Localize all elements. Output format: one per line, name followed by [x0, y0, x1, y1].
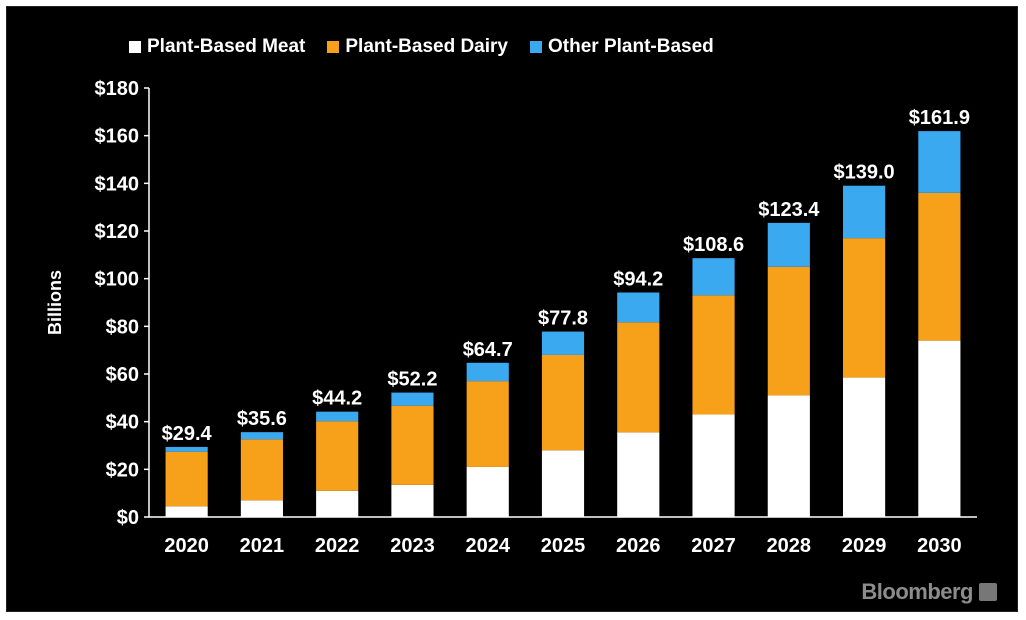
bar-other-plant-based-2029 — [843, 185, 886, 239]
total-label-2024: $64.7 — [463, 339, 513, 361]
bar-plant-based-dairy-2027 — [692, 295, 735, 415]
bar-plant-based-dairy-2025 — [541, 354, 585, 451]
bar-plant-based-meat-2020 — [165, 506, 208, 517]
x-tick-label-2021: 2021 — [240, 535, 285, 557]
y-tick-label: $120 — [95, 221, 140, 243]
bar-other-plant-based-2024 — [466, 362, 509, 382]
y-tick-label: $80 — [106, 316, 139, 338]
x-tick-label-2024: 2024 — [465, 535, 510, 557]
bar-other-plant-based-2026 — [617, 292, 660, 323]
chart-plot: $0 $20 $40 $60 $80 $100 $120 $140 $160 $180 Billio… — [45, 78, 977, 557]
legend-item-plant-based-meat: Plant-Based Meat — [129, 36, 305, 58]
chart-frame: Plant-Based Meat Plant-Based Dairy Other… — [6, 6, 1018, 612]
y-tick-label: $0 — [117, 507, 139, 529]
bar-plant-based-meat-2024 — [466, 466, 509, 517]
total-label-2029: $139.0 — [834, 162, 895, 184]
legend-swatch-other-plant-based — [530, 41, 542, 53]
y-axis-title: Billions — [45, 270, 65, 335]
x-tick-label-2026: 2026 — [616, 535, 661, 557]
y-tick-label: $160 — [95, 126, 140, 148]
bar-other-plant-based-2023 — [391, 392, 434, 406]
bar-plant-based-dairy-2029 — [843, 238, 886, 378]
x-tick-label-2030: 2030 — [917, 535, 962, 557]
y-tick-label: $180 — [95, 78, 140, 100]
y-tick-label: $40 — [106, 412, 139, 434]
x-tick-label-2029: 2029 — [842, 535, 887, 557]
total-label-2026: $94.2 — [613, 268, 663, 290]
total-label-2023: $52.2 — [387, 369, 437, 391]
total-label-2027: $108.6 — [683, 234, 744, 256]
y-tick-label: $20 — [106, 459, 139, 481]
total-label-2030: $161.9 — [909, 107, 970, 129]
bar-plant-based-meat-2021 — [240, 500, 283, 517]
legend-swatch-plant-based-meat — [129, 41, 141, 53]
x-tick-label-2022: 2022 — [315, 535, 360, 557]
legend: Plant-Based Meat Plant-Based Dairy Other… — [129, 35, 714, 59]
bar-plant-based-meat-2023 — [391, 484, 434, 517]
bar-plant-based-meat-2027 — [692, 414, 735, 517]
brand-label: Bloomberg — [861, 579, 973, 604]
bar-plant-based-dairy-2023 — [391, 405, 434, 485]
bar-plant-based-meat-2029 — [843, 377, 886, 517]
bar-plant-based-dairy-2024 — [466, 381, 509, 467]
x-tick-label-2027: 2027 — [691, 535, 736, 557]
legend-label-plant-based-dairy: Plant-Based Dairy — [345, 36, 508, 57]
brand-mark-icon — [979, 583, 997, 601]
bar-other-plant-based-2028 — [767, 222, 810, 267]
bar-other-plant-based-2022 — [316, 411, 359, 422]
bar-other-plant-based-2021 — [240, 432, 283, 440]
legend-swatch-plant-based-dairy — [327, 41, 340, 53]
y-tick-label: $60 — [106, 364, 139, 386]
bar-plant-based-meat-2028 — [767, 395, 810, 517]
x-tick-label-2020: 2020 — [164, 535, 209, 557]
bar-plant-based-meat-2026 — [617, 432, 660, 517]
bar-plant-based-dairy-2028 — [767, 266, 810, 396]
y-tick-label: $100 — [95, 269, 140, 291]
bar-other-plant-based-2030 — [918, 131, 961, 193]
bar-other-plant-based-2025 — [541, 331, 585, 355]
legend-item-plant-based-dairy: Plant-Based Dairy — [327, 36, 508, 58]
total-label-2028: $123.4 — [758, 199, 820, 221]
bar-other-plant-based-2020 — [165, 446, 208, 452]
bar-other-plant-based-2027 — [692, 258, 735, 296]
x-tick-label-2025: 2025 — [541, 535, 586, 557]
x-tick-label-2028: 2028 — [767, 535, 812, 557]
total-label-2022: $44.2 — [312, 388, 362, 410]
total-label-2025: $77.8 — [538, 308, 588, 330]
bar-plant-based-dairy-2021 — [240, 439, 283, 501]
legend-label-plant-based-meat: Plant-Based Meat — [147, 36, 306, 57]
bar-plant-based-dairy-2026 — [617, 322, 660, 433]
legend-label-other-plant-based: Other Plant-Based — [548, 36, 714, 57]
bar-plant-based-dairy-2020 — [165, 451, 208, 507]
bar-plant-based-meat-2030 — [918, 340, 961, 517]
total-label-2020: $29.4 — [162, 423, 213, 445]
bar-plant-based-meat-2022 — [316, 490, 359, 517]
total-label-2021: $35.6 — [237, 408, 287, 430]
x-tick-label-2023: 2023 — [390, 535, 435, 557]
y-tick-label: $140 — [95, 173, 140, 195]
bar-plant-based-dairy-2022 — [316, 421, 359, 491]
brand-logo: Bloomberg — [861, 579, 997, 605]
bar-plant-based-meat-2025 — [541, 450, 585, 517]
legend-item-other-plant-based: Other Plant-Based — [530, 36, 714, 58]
bar-plant-based-dairy-2030 — [918, 192, 961, 341]
